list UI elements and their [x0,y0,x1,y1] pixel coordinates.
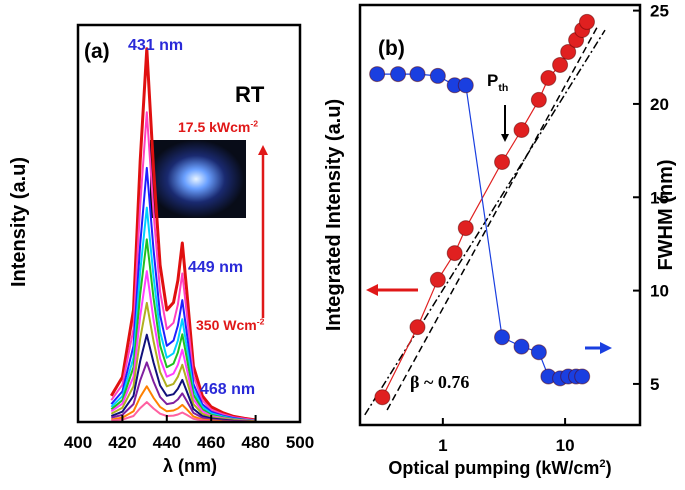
point [552,56,569,73]
point [530,344,547,361]
annotation-sub: th [498,82,508,94]
point [578,13,595,30]
annotation-text: 350 Wcm [196,317,257,333]
annotation-text: 17.5 kWcm [178,119,250,135]
annotation-sup: -2 [250,118,258,128]
point [494,154,511,171]
point [574,368,591,385]
point [409,319,426,336]
axes-frame [358,3,642,427]
point [409,66,426,83]
point [540,70,557,87]
point [374,389,391,406]
annotation: 350 Wcm-2 [196,316,265,333]
point [560,43,577,60]
annotation: Pth [487,71,508,94]
annotation-text: β ~ 0.76 [410,372,469,392]
y2-tick-label: 15 [650,188,669,207]
x-axis-label-text: Optical pumping (kW/cm [388,458,599,478]
annotation: 468 nm [200,381,255,398]
x-tick-label: 420 [108,433,136,452]
annotation: 449 nm [188,259,243,276]
x-tick-label: 1 [438,436,447,455]
x-axis-label-text: ) [606,458,612,478]
point [369,66,386,83]
plot-area [110,47,256,422]
y2-axis-label: FWHM (nm) [655,159,677,270]
annotation: 431 nm [128,37,183,54]
y2-tick-label: 20 [650,95,669,114]
point [530,91,547,108]
x-tick-label: 10 [556,436,575,455]
axes-frame [76,23,302,424]
annotation-text: P [487,71,498,90]
point [429,271,446,288]
y-axis-label: Intensity (a.u) [8,157,30,287]
inset-image [150,140,246,218]
point [446,245,463,262]
series-line [377,73,583,379]
annotation-text: 431 nm [128,37,183,54]
x-tick-label: 400 [64,433,92,452]
annotation-text: (a) [84,40,110,63]
series-line [364,29,606,416]
x-axis-label: λ (nm) [163,456,217,476]
y2-tick-label: 5 [650,375,659,394]
point [390,66,407,83]
annotation-text: 468 nm [200,381,255,398]
annotation: (b) [378,37,405,60]
point [513,338,530,355]
annotation: β ~ 0.76 [410,372,469,392]
x-tick-label: 460 [197,433,225,452]
point [457,77,474,94]
y2-tick-label: 10 [650,282,669,301]
point [494,329,511,346]
x-axis-label-sup: 2 [599,458,605,470]
series-line [110,111,256,422]
series-line [110,47,256,422]
point [429,67,446,84]
annotation-text: RT [235,82,265,107]
annotation-text: 449 nm [188,259,243,276]
point [457,220,474,237]
series-line [386,24,599,411]
x-axis-label: Optical pumping (kW/cm2) [388,458,611,478]
annotation: 17.5 kWcm-2 [178,118,258,135]
annotation-sup: -2 [257,316,265,326]
y-axis-label: Integrated Intensity (a.u) [323,99,345,331]
annotation: RT [235,82,265,107]
x-tick-label: 500 [286,433,314,452]
annotation-text: (b) [378,37,405,60]
point [513,121,530,138]
annotation: (a) [84,40,110,63]
x-tick-label: 440 [153,433,181,452]
y2-tick-label: 25 [650,2,669,21]
x-tick-label: 480 [241,433,269,452]
